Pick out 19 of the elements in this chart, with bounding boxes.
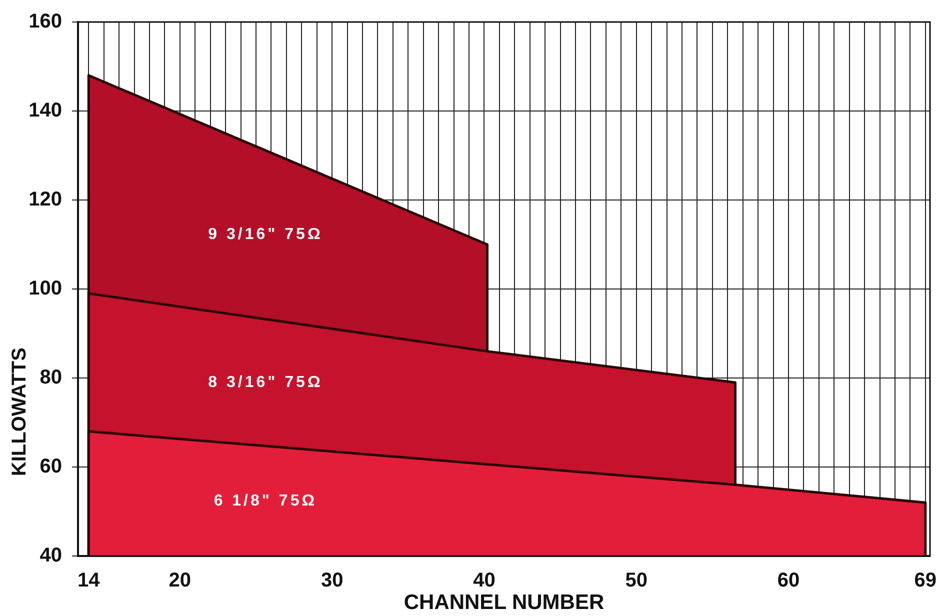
series-label: 6 1/8" 75Ω	[214, 492, 318, 510]
y-axis-title: KILLOWATTS	[8, 348, 31, 476]
y-tick-label: 160	[28, 10, 62, 33]
y-tick-label: 120	[28, 188, 62, 211]
x-tick-label: 50	[625, 570, 648, 592]
y-tick-label: 140	[28, 100, 62, 122]
y-tick-label: 100	[28, 278, 62, 300]
x-tick-label: 60	[777, 570, 800, 592]
x-tick-label: 14	[78, 570, 101, 592]
x-axis-title: CHANNEL NUMBER	[404, 591, 604, 614]
y-tick-label: 80	[40, 366, 62, 389]
x-tick-label: 30	[320, 570, 344, 592]
y-tick-label: 60	[40, 456, 62, 478]
x-tick-label: 69	[914, 570, 937, 592]
series-label: 8 3/16" 75Ω	[208, 374, 323, 391]
x-tick-label: 20	[168, 570, 192, 592]
x-tick-label: 40	[473, 570, 496, 592]
y-tick-label: 40	[40, 544, 62, 567]
series-label: 9 3/16" 75Ω	[208, 226, 323, 244]
